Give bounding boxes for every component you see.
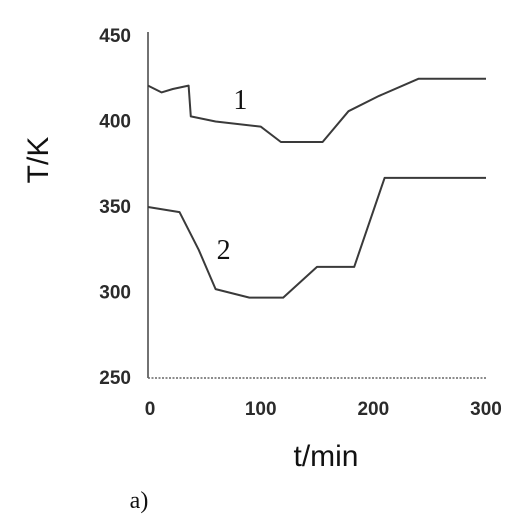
x-tick-label: 200 [357,399,389,420]
y-axis-title: T/K [22,137,55,184]
y-tick-label: 300 [99,283,131,304]
curve-label-2: 2 [217,235,231,266]
panel-label: a) [130,488,149,514]
x-tick-label: 0 [145,399,156,420]
y-tick-label: 400 [99,112,131,133]
series-line-1 [147,77,486,143]
x-tick-labels: 0 100 200 300 [145,399,502,420]
x-axis-title: t/min [293,440,358,473]
series-lines [147,77,486,299]
y-tick-labels: 250 300 350 400 450 [99,26,131,389]
y-tick-label: 250 [99,368,131,389]
curve-label-1: 1 [233,85,247,116]
y-tick-label: 350 [99,197,131,218]
x-tick-label: 300 [470,399,502,420]
series-line-2 [147,176,486,299]
axes [147,32,486,379]
x-tick-label: 100 [245,399,277,420]
y-tick-label: 450 [99,26,131,47]
curve-labels: 12 [217,85,248,266]
